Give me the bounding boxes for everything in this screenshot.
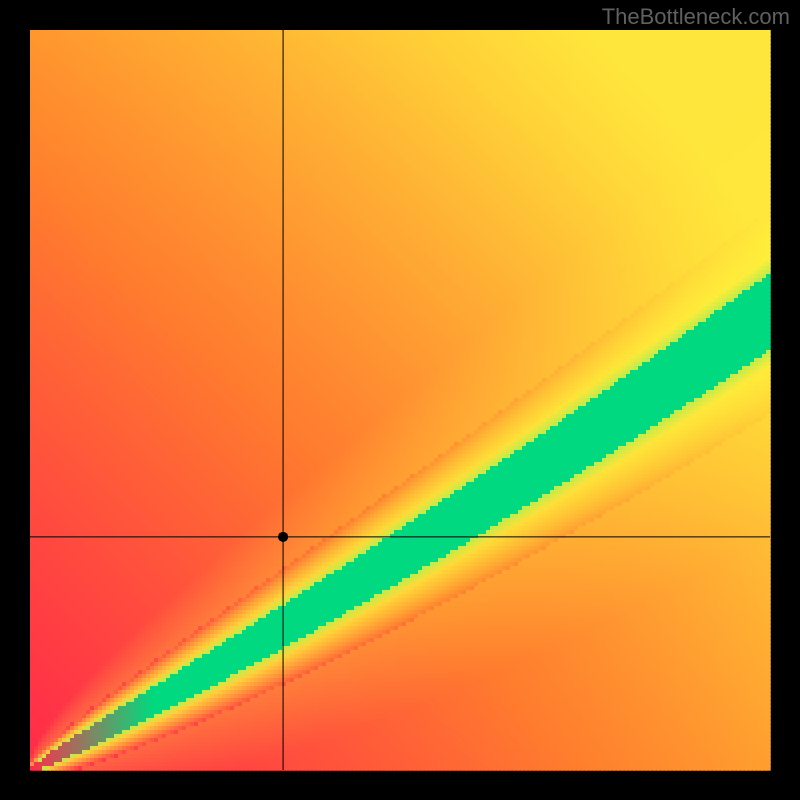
bottleneck-heatmap — [0, 0, 800, 800]
chart-container: TheBottleneck.com — [0, 0, 800, 800]
attribution-text: TheBottleneck.com — [602, 4, 790, 30]
